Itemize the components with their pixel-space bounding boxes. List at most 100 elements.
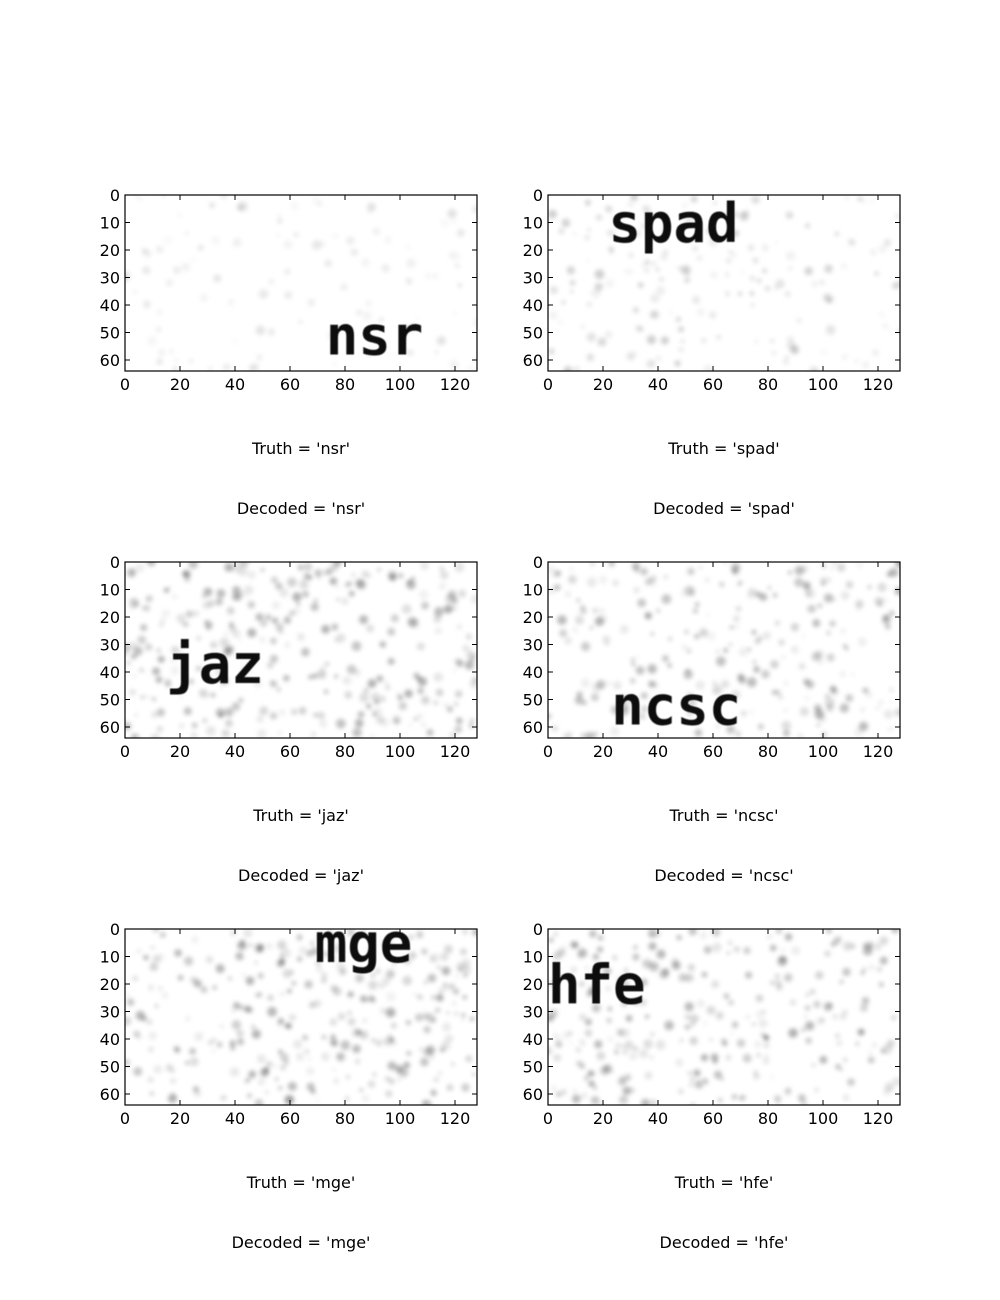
noise-speck	[871, 1041, 878, 1048]
noise-speck	[877, 967, 882, 972]
noise-speck	[408, 723, 412, 727]
noise-speck	[560, 1089, 567, 1096]
noise-speck	[630, 695, 637, 703]
noise-speck	[227, 298, 235, 306]
noise-speck	[346, 236, 355, 245]
noise-speck	[231, 702, 241, 711]
y-tick-label: 0	[110, 553, 120, 572]
noise-speck	[259, 706, 269, 716]
noise-speck	[141, 606, 145, 610]
noise-speck	[709, 1037, 713, 1042]
noise-speck	[730, 563, 741, 573]
noise-speck	[605, 278, 615, 288]
noise-speck	[604, 967, 613, 975]
noise-speck	[790, 622, 800, 632]
noise-speck	[177, 974, 184, 981]
noise-speck	[591, 1003, 601, 1013]
noise-speck	[327, 330, 336, 340]
noise-speck	[803, 678, 810, 685]
noise-speck	[202, 718, 208, 724]
noise-speck	[551, 1085, 556, 1091]
noise-speck	[711, 980, 720, 989]
noise-speck	[191, 722, 198, 728]
noise-speck	[856, 562, 863, 569]
noise-speck	[344, 582, 349, 587]
noise-speck	[438, 582, 447, 590]
noise-speck	[189, 1047, 196, 1055]
noise-speck	[575, 1047, 582, 1053]
noise-speck	[440, 570, 449, 580]
noise-speck	[842, 967, 851, 977]
noise-speck	[594, 269, 605, 280]
noise-speck	[184, 576, 191, 583]
noise-speck	[556, 615, 567, 626]
noise-speck	[205, 956, 214, 964]
noise-speck	[743, 209, 750, 216]
noise-speck	[331, 232, 339, 240]
noise-speck	[594, 616, 605, 627]
noise-speck	[807, 604, 816, 613]
noise-speck	[580, 324, 586, 329]
x-tick-label: 120	[440, 1109, 471, 1128]
noise-speck	[640, 1098, 651, 1105]
noise-speck	[615, 1042, 621, 1049]
noise-speck	[576, 598, 581, 603]
noise-speck	[361, 1094, 370, 1103]
noise-speck	[455, 717, 463, 725]
noise-speck	[605, 330, 613, 339]
x-tick-label: 20	[170, 1109, 190, 1128]
noise-speck	[597, 934, 604, 941]
noise-speck	[821, 349, 827, 356]
noise-speck	[629, 1087, 636, 1093]
noise-speck	[552, 980, 558, 986]
noise-speck	[687, 698, 697, 708]
noise-speck	[674, 360, 681, 367]
noise-speck	[889, 687, 894, 693]
x-tick-label: 60	[703, 742, 723, 761]
noise-speck	[190, 256, 196, 262]
noise-speck	[170, 1091, 175, 1095]
noise-speck	[839, 671, 846, 678]
noise-speck	[452, 311, 457, 316]
noise-speck	[387, 1061, 397, 1071]
noise-speck	[558, 320, 563, 325]
rendered-word: nsr	[326, 305, 424, 368]
noise-speck	[730, 1032, 734, 1036]
noise-speck	[590, 1070, 596, 1077]
noise-speck	[193, 979, 203, 988]
noise-speck	[296, 633, 306, 642]
noise-speck	[892, 1077, 900, 1085]
noise-speck	[320, 664, 327, 671]
noise-speck	[245, 976, 255, 986]
noise-speck	[385, 1090, 393, 1098]
noise-speck	[812, 619, 821, 628]
noise-speck	[548, 209, 557, 219]
noise-speck	[813, 1000, 821, 1009]
noise-speck	[835, 1033, 840, 1038]
noise-speck	[331, 623, 339, 631]
image-area: hfe	[548, 929, 900, 1105]
noise-speck	[390, 614, 399, 623]
noise-speck	[771, 689, 777, 695]
noise-speck	[660, 252, 669, 261]
noise-speck	[456, 962, 466, 972]
noise-speck	[434, 627, 442, 635]
noise-speck	[219, 637, 230, 648]
noise-speck	[423, 980, 428, 984]
noise-speck	[870, 199, 875, 204]
noise-speck	[394, 1064, 404, 1074]
noise-speck	[725, 257, 732, 264]
noise-speck	[823, 1002, 833, 1011]
noise-speck	[710, 1053, 719, 1062]
noise-speck	[589, 626, 593, 630]
noise-speck	[594, 1040, 603, 1049]
noise-speck	[170, 656, 176, 663]
noise-speck	[702, 1077, 708, 1083]
noise-speck	[614, 1049, 619, 1055]
noise-speck	[626, 352, 635, 361]
noise-speck	[621, 701, 630, 711]
noise-speck	[572, 627, 578, 633]
noise-speck	[248, 1070, 257, 1079]
noise-speck	[301, 647, 310, 657]
